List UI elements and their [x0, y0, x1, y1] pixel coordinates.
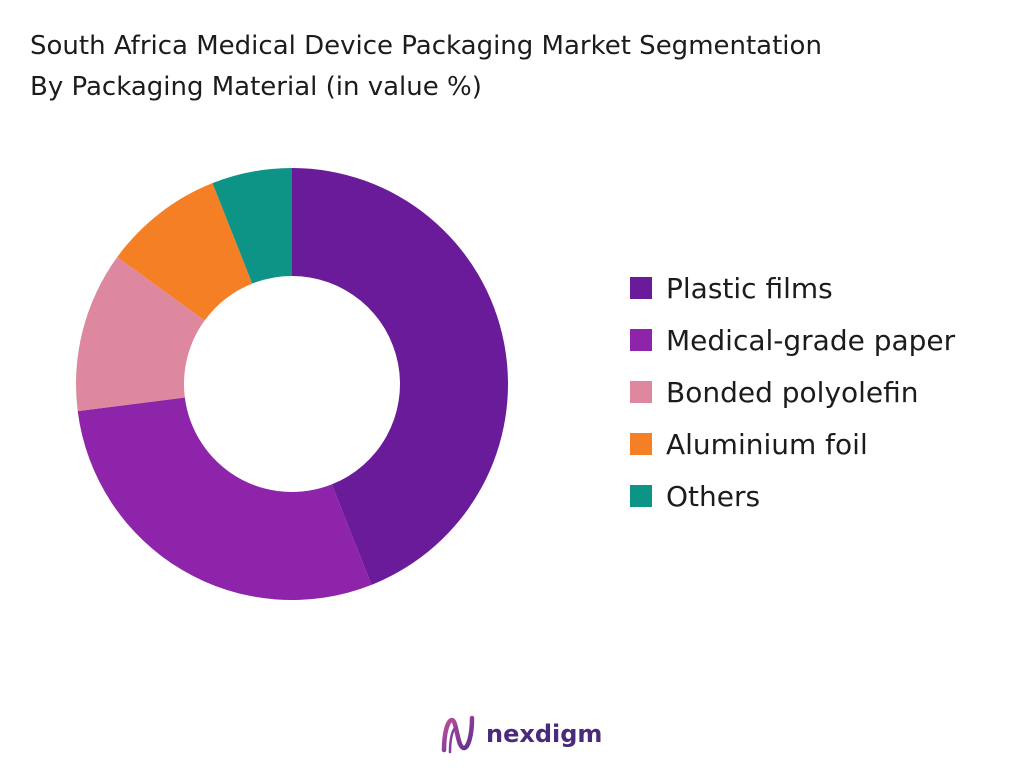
donut-slice-aluminium-foil	[117, 183, 253, 321]
legend-item-aluminium-foil: Aluminium foil	[630, 418, 955, 470]
legend-item-medical-grade-paper: Medical-grade paper	[630, 314, 955, 366]
legend-swatch	[630, 329, 652, 351]
legend-swatch	[630, 433, 652, 455]
legend-label: Medical-grade paper	[666, 323, 956, 357]
donut-slice-plastic-films	[292, 168, 509, 585]
brand-name: nexdigm	[486, 720, 603, 748]
legend-item-others: Others	[630, 470, 955, 522]
legend-label: Aluminium foil	[666, 427, 868, 461]
legend-label: Bonded polyolefin	[666, 375, 919, 409]
chart-title: South Africa Medical Device Packaging Ma…	[30, 26, 1010, 108]
legend-swatch	[630, 485, 652, 507]
donut-slice-medical-grade-paper	[77, 397, 372, 600]
legend-label: Plastic films	[666, 271, 833, 305]
legend-item-plastic-films: Plastic films	[630, 262, 955, 314]
legend-label: Others	[666, 479, 761, 513]
nexdigm-logo-icon	[441, 715, 475, 754]
chart-title-line-1: South Africa Medical Device Packaging Ma…	[30, 31, 822, 61]
legend-item-bonded-polyolefin: Bonded polyolefin	[630, 366, 955, 418]
donut-slice-others	[212, 168, 292, 284]
chart-title-line-2: By Packaging Material (in value %)	[30, 72, 482, 102]
chart-legend: Plastic films Medical-grade paper Bonded p…	[630, 262, 955, 522]
donut-slice-bonded-polyolefin	[76, 257, 205, 412]
legend-swatch	[630, 277, 652, 299]
brand-logo: nexdigm	[438, 712, 602, 756]
legend-swatch	[630, 381, 652, 403]
